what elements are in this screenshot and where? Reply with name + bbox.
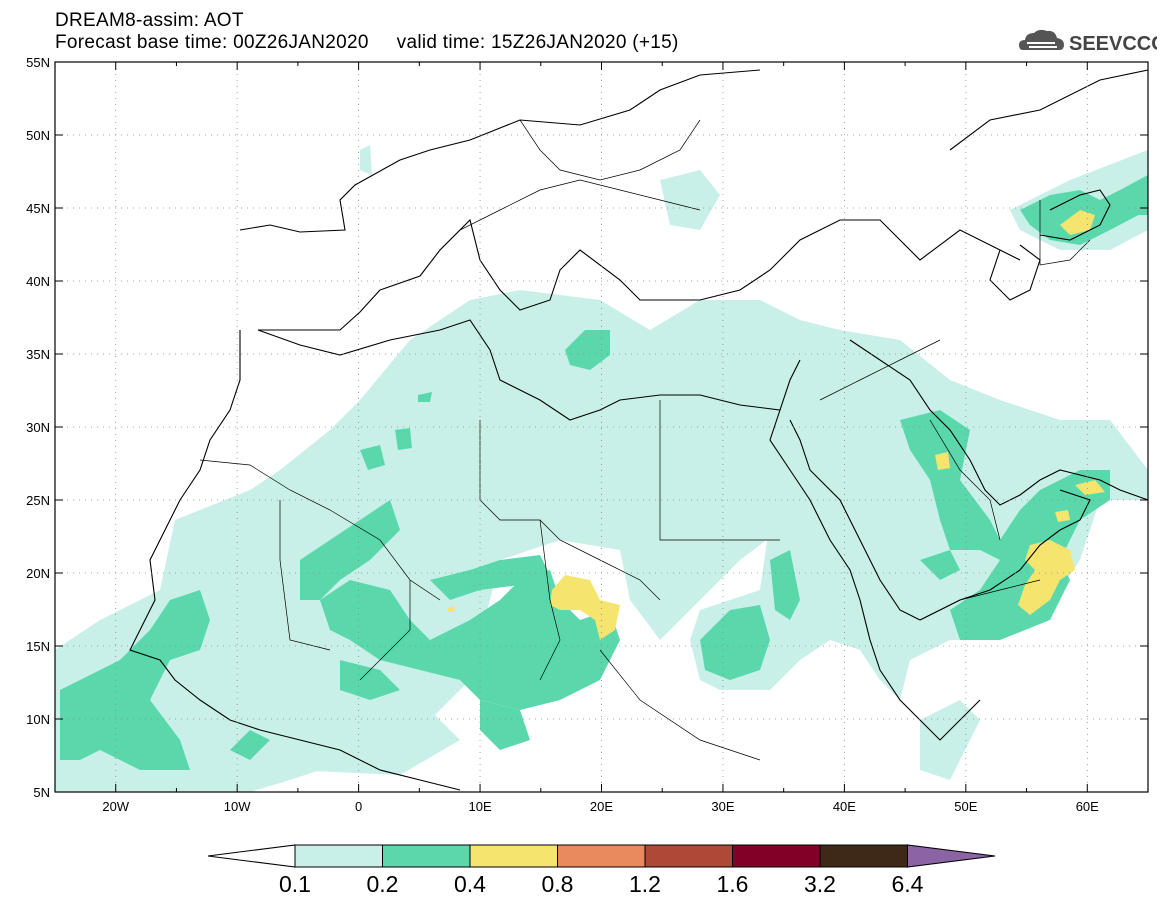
map-field xyxy=(55,62,1148,792)
lat-tick-label: 35N xyxy=(26,347,50,362)
seevccc-logo: SEEVCCC xyxy=(1019,29,1157,55)
colorbar-label: 1.6 xyxy=(717,871,749,897)
longitude-labels: 20W 10W 0 10E 20E 30E 40E 50E 60E xyxy=(102,799,1099,814)
lon-tick-label: 10W xyxy=(224,799,251,814)
colorbar-label: 0.1 xyxy=(279,871,311,897)
logo-text: SEEVCCC xyxy=(1069,33,1157,55)
latitude-labels: 5N 10N 15N 20N 25N 30N 35N 40N 45N 50N 55N xyxy=(26,55,50,800)
coastlines xyxy=(129,69,1148,791)
country-borders xyxy=(199,119,1091,761)
colorbar-label: 0.8 xyxy=(542,871,574,897)
lon-tick-label: 0 xyxy=(355,799,362,814)
colorbar-label: 0.4 xyxy=(454,871,486,897)
colorbar-segment xyxy=(469,844,558,868)
lat-tick-label: 55N xyxy=(26,55,50,70)
colorbar-label: 3.2 xyxy=(804,871,836,897)
lon-tick-label: 40E xyxy=(833,799,856,814)
lat-tick-label: 40N xyxy=(26,274,50,289)
lat-tick-label: 15N xyxy=(26,639,50,654)
lon-tick-label: 30E xyxy=(711,799,734,814)
map-title: DREAM8-assim: AOT xyxy=(55,10,244,31)
lat-tick-label: 45N xyxy=(26,201,50,216)
lat-tick-label: 5N xyxy=(33,785,50,800)
lat-tick-label: 50N xyxy=(26,128,50,143)
colorbar-segment xyxy=(294,844,383,868)
lat-tick-label: 25N xyxy=(26,493,50,508)
colorbar xyxy=(207,844,996,868)
forecast-times: Forecast base time: 00Z26JAN2020 valid t… xyxy=(55,32,679,53)
colorbar-label: 0.2 xyxy=(367,871,399,897)
graticule xyxy=(55,62,1148,792)
axis-ticks xyxy=(54,61,1149,793)
colorbar-under-arrow xyxy=(207,844,296,868)
lat-tick-label: 20N xyxy=(26,566,50,581)
lat-tick-label: 10N xyxy=(26,712,50,727)
aot-level-0-4 xyxy=(448,210,1105,640)
lon-tick-label: 20E xyxy=(590,799,613,814)
cloud-icon xyxy=(1019,29,1064,50)
lon-tick-label: 20W xyxy=(102,799,129,814)
colorbar-segment xyxy=(644,844,733,868)
colorbar-segment xyxy=(732,844,821,868)
colorbar-segment xyxy=(557,844,646,868)
lat-tick-label: 30N xyxy=(26,420,50,435)
colorbar-labels: 0.1 0.2 0.4 0.8 1.2 1.6 3.2 6.4 xyxy=(279,871,924,897)
colorbar-label: 1.2 xyxy=(629,871,661,897)
colorbar-over-arrow xyxy=(907,844,996,868)
colorbar-segment xyxy=(819,844,908,868)
lon-tick-label: 10E xyxy=(468,799,491,814)
colorbar-segment xyxy=(382,844,471,868)
lon-tick-label: 50E xyxy=(954,799,977,814)
lon-tick-label: 60E xyxy=(1076,799,1099,814)
colorbar-label: 6.4 xyxy=(892,871,924,897)
